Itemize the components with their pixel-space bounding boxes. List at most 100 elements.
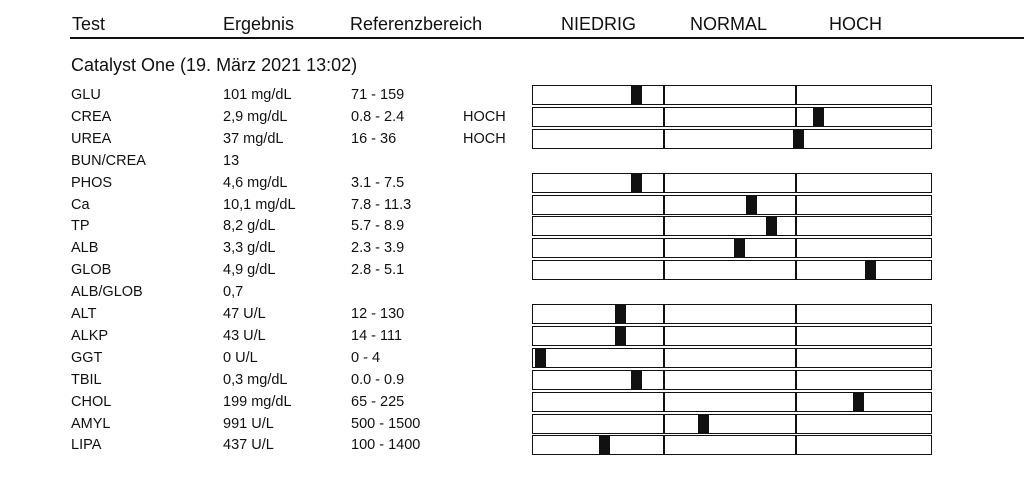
result-row: ALKP 43 U/L 14 - 111 (0, 325, 1024, 347)
result-marker (630, 370, 642, 389)
test-name: CHOL (71, 393, 112, 410)
result-row: BUN/CREA 13 (0, 150, 1024, 172)
test-name: BUN/CREA (71, 152, 146, 169)
range-divider-low-normal (663, 216, 665, 237)
test-result: 991 U/L (223, 415, 274, 432)
range-divider-normal-high (795, 216, 797, 237)
test-flag: HOCH (463, 108, 506, 125)
result-marker (630, 86, 642, 104)
test-name: GLU (71, 87, 101, 103)
test-name: AMYL (71, 415, 111, 432)
test-name: CREA (71, 108, 112, 125)
test-result: 0,3 mg/dL (223, 371, 288, 388)
range-divider-normal-high (795, 347, 797, 368)
test-reference-range: 0.8 - 2.4 (351, 108, 405, 125)
test-result: 4,9 g/dL (223, 262, 276, 279)
range-divider-normal-high (795, 260, 797, 281)
result-marker (535, 348, 547, 367)
result-row: AMYL 991 U/L 500 - 1500 (0, 413, 1024, 435)
result-marker (598, 436, 610, 455)
test-reference-range: 14 - 111 (351, 327, 403, 344)
test-reference-range: 3.1 - 7.5 (351, 174, 405, 191)
header-divider (70, 37, 1024, 39)
test-result: 0,7 (223, 284, 244, 301)
test-name: UREA (71, 130, 112, 147)
test-result: 43 U/L (223, 327, 266, 344)
range-divider-low-normal (663, 85, 665, 105)
test-name: ALKP (71, 327, 109, 344)
test-result: 2,9 mg/dL (223, 108, 288, 125)
range-bar (532, 413, 932, 434)
result-row: ALB/GLOB 0,7 (0, 281, 1024, 303)
range-divider-low-normal (663, 194, 665, 215)
range-divider-low-normal (663, 413, 665, 434)
range-bar (532, 238, 932, 259)
range-bar (532, 347, 932, 368)
result-row: UREA 37 mg/dL 16 - 36 HOCH (0, 128, 1024, 150)
test-reference-range: 2.8 - 5.1 (351, 262, 405, 279)
test-reference-range: 12 - 130 (351, 306, 405, 322)
test-name: GLOB (71, 262, 112, 279)
range-divider-normal-high (795, 106, 797, 127)
range-divider-low-normal (663, 391, 665, 412)
result-row: GLOB 4,9 g/dL 2.8 - 5.1 (0, 259, 1024, 281)
range-bar (532, 85, 932, 105)
test-result: 8,2 g/dL (223, 218, 276, 235)
header-result: Ergebnis (223, 14, 295, 34)
range-bar (532, 194, 932, 215)
header-high: HOCH (829, 14, 882, 34)
range-divider-low-normal (663, 172, 665, 193)
test-reference-range: 100 - 1400 (351, 437, 421, 454)
range-divider-normal-high (795, 369, 797, 390)
test-name: LIPA (71, 437, 102, 454)
header-low: NIEDRIG (561, 14, 637, 34)
result-row: CHOL 199 mg/dL 65 - 225 (0, 391, 1024, 413)
test-reference-range: 2.3 - 3.9 (351, 240, 405, 257)
result-marker (698, 414, 710, 433)
range-divider-low-normal (663, 435, 665, 456)
test-reference-range: 65 - 225 (351, 393, 405, 410)
test-result: 37 mg/dL (223, 130, 284, 147)
range-divider-normal-high (795, 413, 797, 434)
range-bar (532, 369, 932, 390)
header-test: Test (72, 14, 106, 34)
test-name: ALB/GLOB (71, 284, 143, 301)
result-marker (765, 217, 777, 236)
test-reference-range: 0.0 - 0.9 (351, 371, 405, 388)
range-bar (532, 304, 932, 324)
test-reference-range: 0 - 4 (351, 349, 381, 366)
test-name: TBIL (71, 371, 102, 388)
test-reference-range: 71 - 159 (351, 87, 405, 103)
range-bar (532, 391, 932, 412)
panel-title: Catalyst One (19. März 2021 13:02) (71, 55, 358, 75)
result-row: GGT 0 U/L 0 - 4 (0, 347, 1024, 369)
range-divider-normal-high (795, 238, 797, 259)
result-row: CREA 2,9 mg/dL 0.8 - 2.4 HOCH (0, 106, 1024, 128)
range-divider-normal-high (795, 435, 797, 456)
range-divider-normal-high (795, 391, 797, 412)
range-bar (532, 216, 932, 237)
range-bar (532, 260, 932, 281)
result-marker (614, 326, 626, 345)
test-reference-range: 16 - 36 (351, 130, 397, 147)
range-divider-low-normal (663, 347, 665, 368)
test-name: PHOS (71, 174, 113, 191)
range-divider-low-normal (663, 106, 665, 127)
range-divider-low-normal (663, 304, 665, 324)
test-result: 437 U/L (223, 437, 274, 454)
test-result: 13 (223, 152, 240, 169)
result-row: ALB 3,3 g/dL 2.3 - 3.9 (0, 237, 1024, 259)
range-bar (532, 106, 932, 127)
range-divider-low-normal (663, 128, 665, 149)
range-bar (532, 435, 932, 456)
range-bar (532, 128, 932, 149)
result-marker (864, 261, 876, 280)
result-marker (733, 239, 745, 258)
result-marker (793, 129, 805, 148)
test-name: TP (71, 218, 90, 235)
test-name: Ca (71, 196, 90, 213)
test-result: 101 mg/dL (223, 87, 292, 103)
range-bar (532, 172, 932, 193)
range-bar (532, 325, 932, 346)
